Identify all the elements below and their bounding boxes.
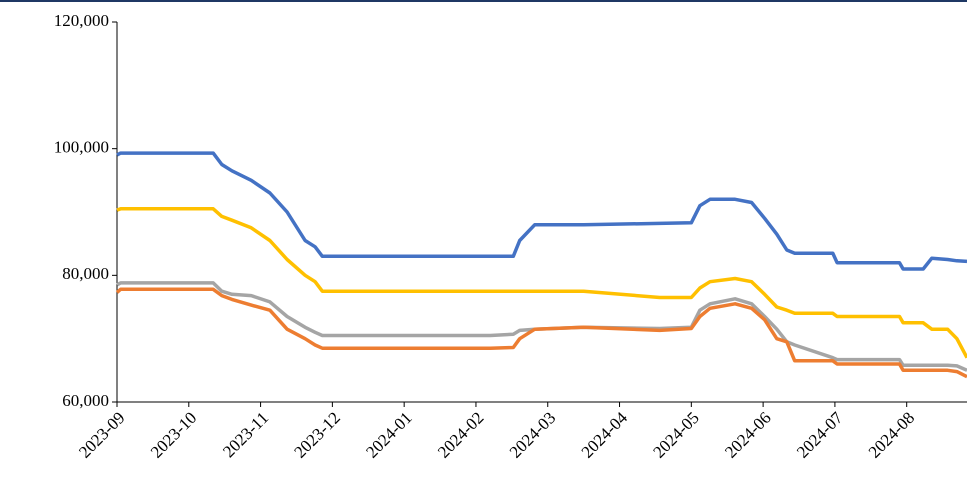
x-tick-label: 2024-07 [793, 408, 847, 462]
y-tick-label: 60,000 [62, 391, 109, 410]
series-line [115, 287, 967, 379]
x-tick-label: 2024-05 [649, 408, 703, 462]
x-tick-label: 2023-11 [219, 408, 272, 461]
series-line [116, 151, 967, 271]
x-tick-label: 2023-09 [75, 408, 129, 462]
x-tick-label: 2024-06 [721, 408, 775, 462]
series-line [116, 207, 967, 359]
x-tick-label: 2024-03 [506, 408, 560, 462]
top-border [0, 0, 967, 2]
x-tick-label: 2024-02 [434, 408, 488, 462]
y-tick-label: 120,000 [54, 11, 109, 30]
x-tick-label: 2023-12 [290, 408, 344, 462]
y-tick-label: 80,000 [62, 264, 109, 283]
series-line [116, 281, 967, 372]
x-tick-label: 2023-10 [147, 408, 201, 462]
x-tick-label: 2024-04 [578, 408, 632, 462]
y-tick-label: 100,000 [54, 138, 109, 157]
x-tick-label: 2024-08 [865, 408, 919, 462]
x-tick-label: 2024-01 [362, 408, 416, 462]
